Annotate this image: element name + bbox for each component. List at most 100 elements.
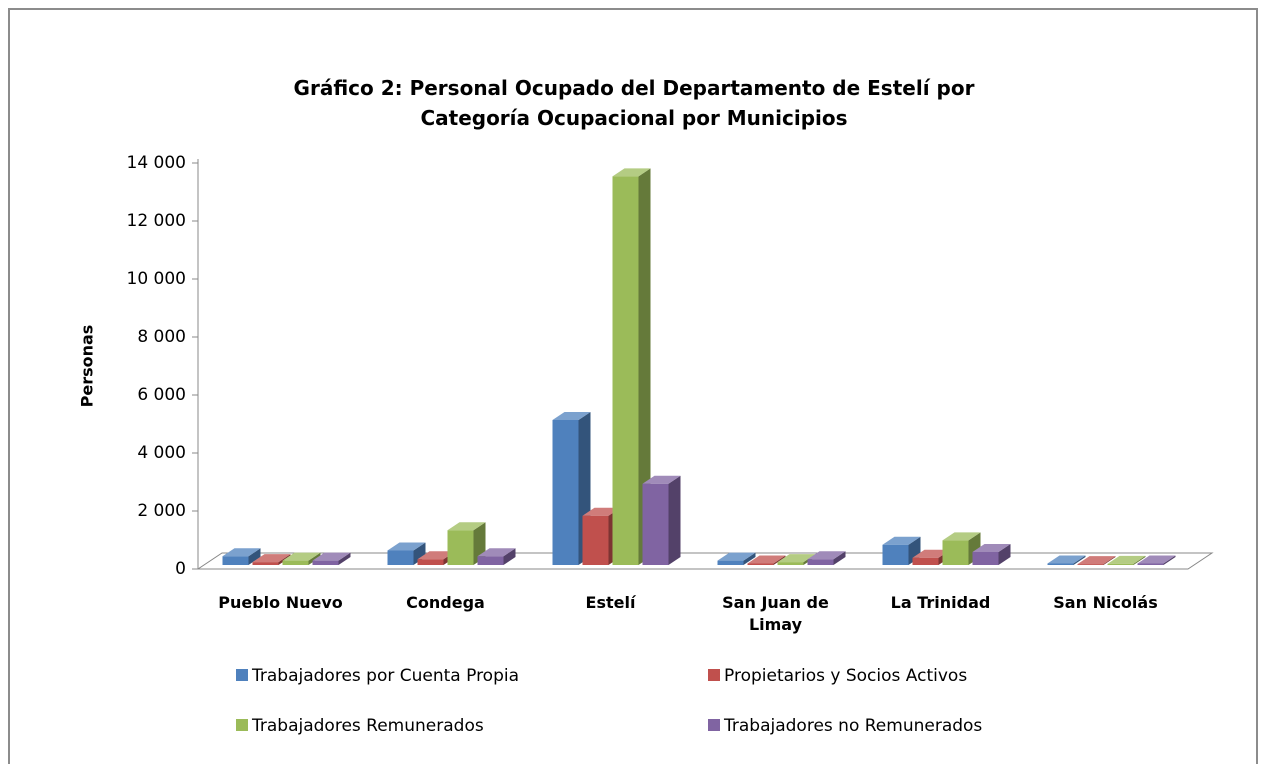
y-tick-label: 12 000 xyxy=(127,211,186,231)
bar xyxy=(642,475,681,565)
bar-face xyxy=(642,483,669,565)
bar xyxy=(942,532,981,565)
bar-face xyxy=(942,532,981,541)
bar xyxy=(807,551,846,565)
x-tick-label: Condega xyxy=(406,593,485,612)
bar-face xyxy=(1163,555,1176,565)
bar-face xyxy=(582,507,621,516)
bar-face xyxy=(477,548,516,557)
bar-face xyxy=(1073,555,1086,565)
bar-face xyxy=(717,560,744,565)
legend-swatch xyxy=(236,719,248,731)
bar-face xyxy=(387,550,414,565)
y-tick-label: 4 000 xyxy=(137,443,186,463)
bar-face xyxy=(777,562,804,565)
bar-face xyxy=(582,515,609,565)
y-tick-label: 8 000 xyxy=(137,327,186,347)
bar-face xyxy=(1047,555,1086,564)
bar-face xyxy=(252,554,291,563)
bar-face xyxy=(1107,555,1146,564)
bar-face xyxy=(717,552,756,561)
bar-face xyxy=(282,552,321,561)
y-tick-label: 14 000 xyxy=(127,153,186,173)
bar-face xyxy=(612,176,639,565)
bar-face xyxy=(1133,555,1146,565)
chart-title: Gráfico 2: Personal Ocupado del Departam… xyxy=(293,76,975,100)
bar-face xyxy=(222,548,261,557)
chart-frame xyxy=(8,8,1258,764)
bar xyxy=(477,548,516,565)
bar-face xyxy=(777,554,816,563)
bar-face xyxy=(668,475,681,565)
legend-label: Trabajadores no Remunerados xyxy=(723,716,982,736)
chart-title: Categoría Ocupacional por Municipios xyxy=(420,106,848,130)
x-tick-label: La Trinidad xyxy=(890,593,991,612)
y-tick-label: 6 000 xyxy=(137,385,186,405)
bar-face xyxy=(638,168,651,565)
bar-face xyxy=(1137,555,1176,564)
bar xyxy=(717,552,756,565)
bar-face xyxy=(912,557,939,565)
bar-face xyxy=(833,551,846,565)
legend-swatch xyxy=(708,719,720,731)
bar xyxy=(222,548,261,565)
bar xyxy=(447,522,486,565)
bar-face xyxy=(912,549,951,558)
bar-face xyxy=(747,563,774,565)
bar-face xyxy=(308,552,321,565)
bar-face xyxy=(417,559,444,565)
bar-face xyxy=(972,551,999,565)
bar-face xyxy=(807,551,846,560)
bar-face xyxy=(1077,564,1104,565)
bar-face xyxy=(972,543,1011,552)
x-tick-label: Pueblo Nuevo xyxy=(218,593,343,612)
bar-face xyxy=(1077,556,1116,565)
bar-face xyxy=(252,562,279,565)
bar-face xyxy=(282,560,309,565)
bar-face xyxy=(1107,563,1134,565)
y-tick-label: 10 000 xyxy=(127,269,186,289)
bar xyxy=(312,552,351,565)
bar-face xyxy=(447,530,474,565)
bar-face xyxy=(222,556,249,565)
bar-face xyxy=(248,548,261,565)
bar-face xyxy=(807,559,834,565)
bar-face xyxy=(312,552,351,561)
bar-face xyxy=(1047,563,1074,565)
bar xyxy=(1137,555,1176,565)
bar xyxy=(1107,555,1146,565)
legend-label: Trabajadores por Cuenta Propia xyxy=(251,666,519,686)
bar xyxy=(282,552,321,565)
x-tick-label: Estelí xyxy=(585,593,636,612)
bar xyxy=(747,555,786,565)
x-tick-label: San Nicolás xyxy=(1053,593,1158,612)
bar-face xyxy=(612,168,651,177)
legend-label: Trabajadores Remunerados xyxy=(251,716,484,736)
y-tick-label: 0 xyxy=(175,559,186,579)
bar-face xyxy=(552,412,591,420)
bar-face xyxy=(312,560,339,565)
bar-face xyxy=(447,522,486,531)
bar-face xyxy=(413,542,426,565)
bar xyxy=(612,168,651,565)
bar-face xyxy=(503,548,516,565)
bar-face xyxy=(773,555,786,565)
bar-face xyxy=(882,544,909,565)
bar-face xyxy=(552,420,579,565)
legend-swatch xyxy=(708,669,720,681)
bar-face xyxy=(743,552,756,565)
bar-face xyxy=(387,542,426,551)
bar-face xyxy=(338,552,351,565)
bar xyxy=(1077,556,1116,565)
x-tick-label: San Juan de Limay xyxy=(722,593,829,634)
bar-face xyxy=(477,556,504,565)
bar-face xyxy=(417,551,456,560)
bar xyxy=(882,536,921,565)
bar-face xyxy=(642,475,681,484)
bar-face xyxy=(1103,556,1116,565)
bar-face xyxy=(882,536,921,545)
bar-face xyxy=(942,540,969,565)
bar-face xyxy=(747,555,786,564)
